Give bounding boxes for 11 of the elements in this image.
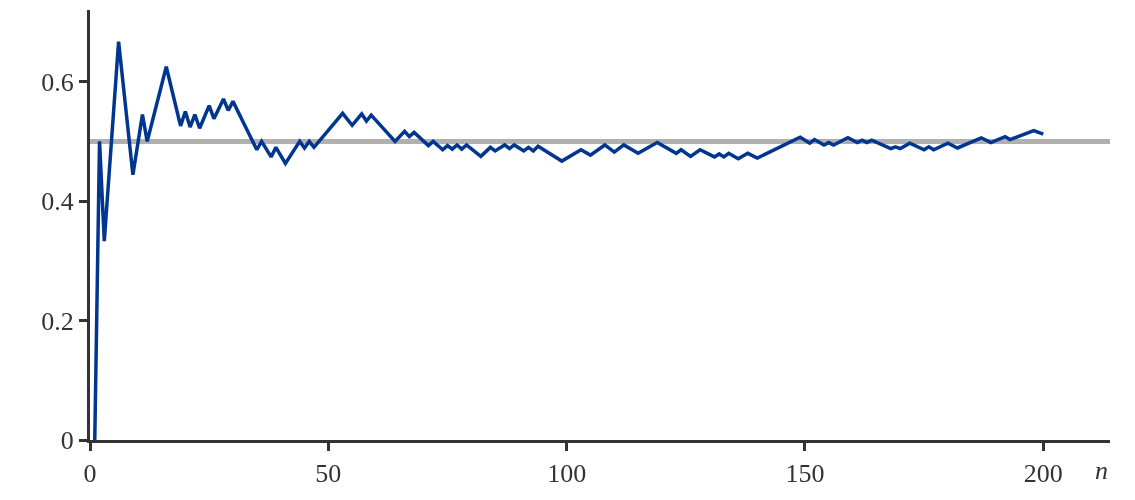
x-tick-label: 0 bbox=[83, 459, 97, 489]
x-tick-label: 100 bbox=[547, 459, 587, 489]
y-tick-label: 0 bbox=[60, 426, 74, 456]
y-tick-label: 0.4 bbox=[41, 187, 74, 217]
x-axis-title: n bbox=[1095, 456, 1108, 485]
x-tick-label: 50 bbox=[315, 459, 342, 489]
x-tick-label: 150 bbox=[785, 459, 825, 489]
y-tick-label: 0.2 bbox=[41, 306, 74, 336]
y-tick-label: 0.6 bbox=[41, 67, 74, 97]
line-series bbox=[93, 39, 1046, 440]
x-tick-label: 200 bbox=[1023, 459, 1063, 489]
